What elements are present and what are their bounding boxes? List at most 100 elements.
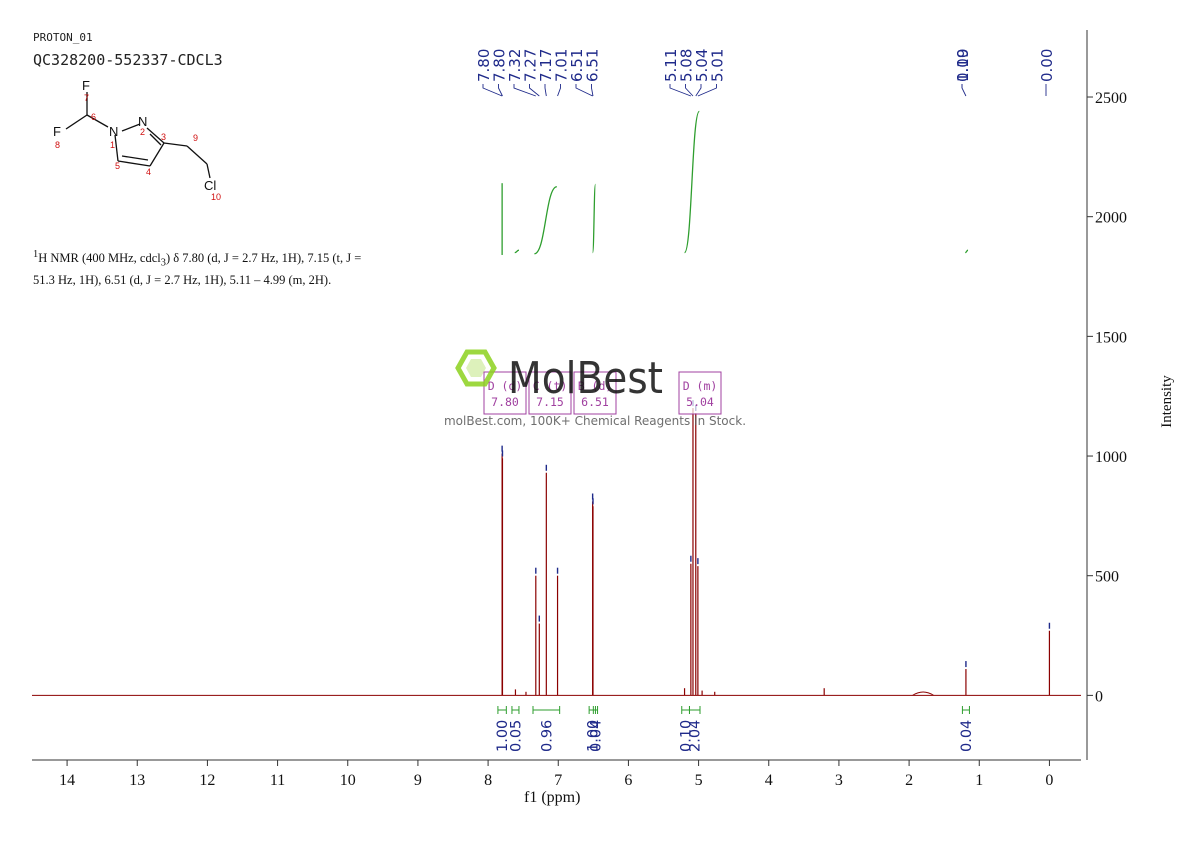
nmr-description: 1H NMR (400 MHz, cdcl3) δ 7.80 (d, J = 2… [33, 247, 378, 288]
atom-f-left: F [53, 124, 61, 139]
atom-number: 6 [91, 112, 96, 122]
integral-curve [514, 249, 520, 254]
multiplet-box [678, 371, 722, 415]
peak-shift-label: 7.27 [522, 49, 540, 82]
atom-n1: N [109, 124, 118, 139]
peak-leader-line [591, 84, 594, 97]
watermark-logo: MolBest [455, 349, 663, 404]
spectrum-hump [912, 691, 934, 696]
multiplet-type: B (d) [578, 379, 613, 393]
atom-f-top: F [82, 78, 90, 93]
peak-shift-label: 7.01 [553, 49, 571, 82]
atom-number: 7 [84, 93, 89, 103]
multiplet-type: D (m) [683, 379, 718, 393]
multiplet-shift: 7.15 [536, 395, 564, 409]
multiplet-box [483, 371, 527, 415]
multiplet-shift: 6.51 [581, 395, 609, 409]
integral-value: 0.04 [588, 720, 604, 752]
x-tick-label: 9 [414, 772, 422, 789]
peak-shift-label: 5.08 [678, 49, 696, 82]
atom-number: 10 [211, 192, 221, 202]
sample-id: PROTON_01 [33, 31, 93, 44]
atom-number: 8 [55, 140, 60, 150]
peak-shift-label: 6.51 [568, 49, 586, 82]
integral-value: 2.04 [688, 720, 704, 752]
integral-value: 0.05 [508, 720, 524, 752]
multiplet-box [573, 371, 617, 415]
peak-shift-label: 6.51 [584, 49, 602, 82]
atom-number: 1 [110, 140, 115, 150]
x-tick-label: 13 [129, 772, 145, 789]
x-tick-label: 1 [975, 772, 983, 789]
y-tick-label: 500 [1095, 569, 1119, 586]
peak-leader-line [575, 84, 593, 97]
multiplet-type: D (d) [488, 379, 523, 393]
x-tick-label: 8 [484, 772, 492, 789]
peak-leader-line [557, 84, 561, 97]
integral-value: 0.96 [539, 720, 555, 752]
peak-shift-label: 0.00 [1038, 49, 1056, 82]
x-tick-label: 2 [905, 772, 913, 789]
peak-leader-line [544, 84, 547, 97]
x-tick-label: 12 [199, 772, 215, 789]
atom-cl: Cl [204, 178, 216, 193]
y-tick-label: 0 [1095, 688, 1103, 705]
peak-leader-line [685, 84, 694, 97]
x-tick-label: 10 [340, 772, 356, 789]
atom-number: 5 [115, 161, 120, 171]
atom-number: 4 [146, 167, 151, 177]
peak-leader-line [961, 84, 967, 97]
x-tick-label: 7 [554, 772, 562, 789]
x-tick-label: 5 [695, 772, 703, 789]
multiplet-shift: 5.04 [686, 395, 714, 409]
integral-curve [683, 110, 700, 254]
x-tick-label: 14 [59, 772, 75, 789]
atom-number: 2 [140, 127, 145, 137]
peak-shift-label: 7.32 [506, 49, 524, 82]
peak-leader-line [697, 84, 717, 97]
atom-number: 9 [193, 133, 198, 143]
peak-leader-line [498, 84, 503, 97]
peak-shift-label: 7.80 [491, 49, 509, 82]
watermark-tagline: molBest.com, 100K+ Chemical Reagents In … [444, 414, 746, 428]
peak-leader-line [695, 84, 702, 97]
peak-shift-label: 1.19 [954, 49, 972, 82]
molecule-structure: F F N N Cl 7 6 8 1 2 3 9 5 4 10 [53, 78, 221, 202]
peak-shift-label: 5.01 [709, 49, 727, 82]
peak-shift-label: 0.00 [954, 49, 972, 82]
desc-sup: 1 [33, 249, 39, 260]
integral-value: 1.00 [585, 720, 601, 752]
integral-curve [965, 249, 969, 254]
multiplet-shift: 7.80 [491, 395, 519, 409]
y-tick-label: 2500 [1095, 90, 1127, 107]
integral-curve [534, 186, 558, 255]
y-tick-label: 1000 [1095, 449, 1127, 466]
multiplet-box [528, 371, 572, 415]
atom-n2: N [138, 114, 147, 129]
watermark-brand: MolBest [508, 353, 663, 404]
peak-leader-line [482, 84, 503, 97]
multiplet-type: C (t) [533, 379, 568, 393]
peak-leader-line [513, 84, 536, 97]
peak-leader-line [529, 84, 540, 97]
peak-shift-label: 7.17 [537, 49, 555, 82]
integral-value: 0.04 [959, 720, 975, 752]
desc-prefix: H NMR (400 MHz, cdcl [38, 251, 161, 266]
x-tick-label: 0 [1045, 772, 1053, 789]
integral-curve [591, 183, 597, 254]
logo-hexagon-icon [455, 349, 497, 387]
desc-text: ) δ 7.80 (d, J = 2.7 Hz, 1H), 7.15 (t, J… [33, 251, 362, 287]
y-axis-label: Intensity [1158, 375, 1175, 428]
peak-shift-label: 7.80 [475, 49, 493, 82]
integral-value: 1.00 [495, 720, 511, 752]
sample-code: QC328200-552337-CDCL3 [33, 51, 223, 69]
peak-leader-line [669, 84, 692, 97]
x-tick-label: 4 [765, 772, 773, 789]
x-axis-label: f1 (ppm) [524, 789, 581, 806]
logo-hexagon-inner-icon [466, 359, 486, 377]
peak-shift-label: 5.11 [662, 49, 680, 82]
peak-shift-label: 5.04 [693, 49, 711, 82]
x-tick-label: 11 [270, 772, 285, 789]
